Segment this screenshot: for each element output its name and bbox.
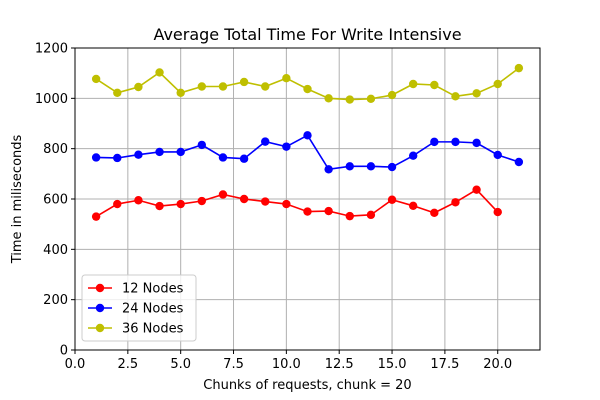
data-point-36-nodes [197,82,207,91]
data-point-36-nodes [91,74,101,84]
data-point-36-nodes [408,79,418,89]
legend-box [81,274,197,342]
y-tick-label: 1200 [35,42,68,57]
data-point-12-nodes [113,199,122,209]
data-point-12-nodes [345,211,354,221]
data-point-12-nodes [91,212,101,221]
legend-marker-24-nodes [95,303,105,313]
y-axis-label: Time in miliseconds [10,134,25,264]
data-point-24-nodes [155,147,164,157]
x-tick-label: 5.0 [170,357,191,372]
x-axis-label: Chunks of requests, chunk = 20 [203,378,411,393]
data-point-24-nodes [324,165,333,174]
data-point-12-nodes [451,198,460,207]
x-tick-label: 7.5 [223,357,244,372]
data-point-36-nodes [282,74,291,83]
data-point-24-nodes [430,137,439,147]
legend: 12 Nodes 24 Nodes 36 Nodes [81,274,197,342]
data-point-12-nodes [472,185,481,194]
x-tick-label: 17.5 [430,357,459,372]
data-point-24-nodes [303,131,312,140]
data-point-24-nodes [261,137,270,146]
data-point-12-nodes [239,194,249,204]
data-point-12-nodes [155,201,164,211]
legend-label-36-nodes: 36 Nodes [122,322,184,337]
series-layer [91,63,524,221]
data-point-36-nodes [514,63,524,73]
data-point-24-nodes [514,157,524,167]
legend-label-24-nodes: 24 Nodes [122,302,184,317]
x-tick-label: 10.0 [272,357,301,372]
data-point-24-nodes [113,153,122,163]
data-point-36-nodes [261,82,270,91]
data-point-36-nodes [493,79,502,89]
data-point-24-nodes [387,162,397,172]
data-point-36-nodes [451,92,460,101]
y-tick-label: 400 [43,243,68,258]
data-point-12-nodes [261,197,270,206]
data-point-36-nodes [176,88,185,97]
legend-marker-36-nodes [95,323,105,333]
data-point-12-nodes [176,199,185,209]
data-point-36-nodes [155,68,164,77]
y-tick-label: 800 [43,142,68,157]
data-point-36-nodes [324,94,333,103]
data-point-12-nodes [430,208,439,218]
x-tick-label: 0.0 [65,357,86,372]
data-point-12-nodes [366,210,376,220]
data-point-36-nodes [387,90,397,100]
data-point-24-nodes [134,150,143,159]
data-point-24-nodes [91,153,101,162]
legend-label-12-nodes: 12 Nodes [122,282,184,297]
data-point-36-nodes [134,82,143,92]
data-point-36-nodes [239,77,249,87]
data-point-12-nodes [387,195,397,204]
data-point-36-nodes [472,89,481,98]
data-point-24-nodes [451,137,460,147]
axis-ticks: 0.0 2.5 5.0 7.5 10.0 12.5 15.0 17.5 20.0 0 200 400 6… [35,42,512,373]
data-point-24-nodes [493,150,502,160]
data-point-12-nodes [303,207,312,216]
data-point-36-nodes [345,95,354,104]
x-tick-label: 15.0 [378,357,407,372]
data-point-12-nodes [282,199,291,209]
data-point-24-nodes [176,147,185,157]
x-tick-label: 12.5 [325,357,354,372]
data-point-12-nodes [493,207,502,217]
data-point-24-nodes [472,138,481,148]
data-point-36-nodes [303,84,312,94]
x-tick-label: 2.5 [117,357,138,372]
data-point-12-nodes [134,196,143,205]
data-point-12-nodes [218,190,228,199]
y-tick-label: 200 [43,293,68,308]
data-point-12-nodes [408,201,418,210]
data-point-12-nodes [197,196,207,206]
data-point-36-nodes [218,82,228,91]
data-point-36-nodes [430,80,439,90]
data-point-12-nodes [324,206,333,216]
x-tick-label: 20.0 [483,357,512,372]
data-point-24-nodes [197,140,207,150]
y-tick-label: 1000 [35,92,68,107]
legend-marker-12-nodes [95,283,105,293]
data-point-24-nodes [345,162,354,171]
data-point-24-nodes [218,153,228,162]
data-point-24-nodes [239,154,249,163]
y-tick-label: 600 [43,193,68,208]
chart-title: Average Total Time For Write Intensive [153,25,461,44]
data-point-24-nodes [282,142,291,151]
data-point-24-nodes [366,162,376,171]
data-point-36-nodes [113,88,122,97]
data-point-36-nodes [366,94,376,104]
y-tick-label: 0 [60,344,68,359]
data-point-24-nodes [408,151,418,160]
